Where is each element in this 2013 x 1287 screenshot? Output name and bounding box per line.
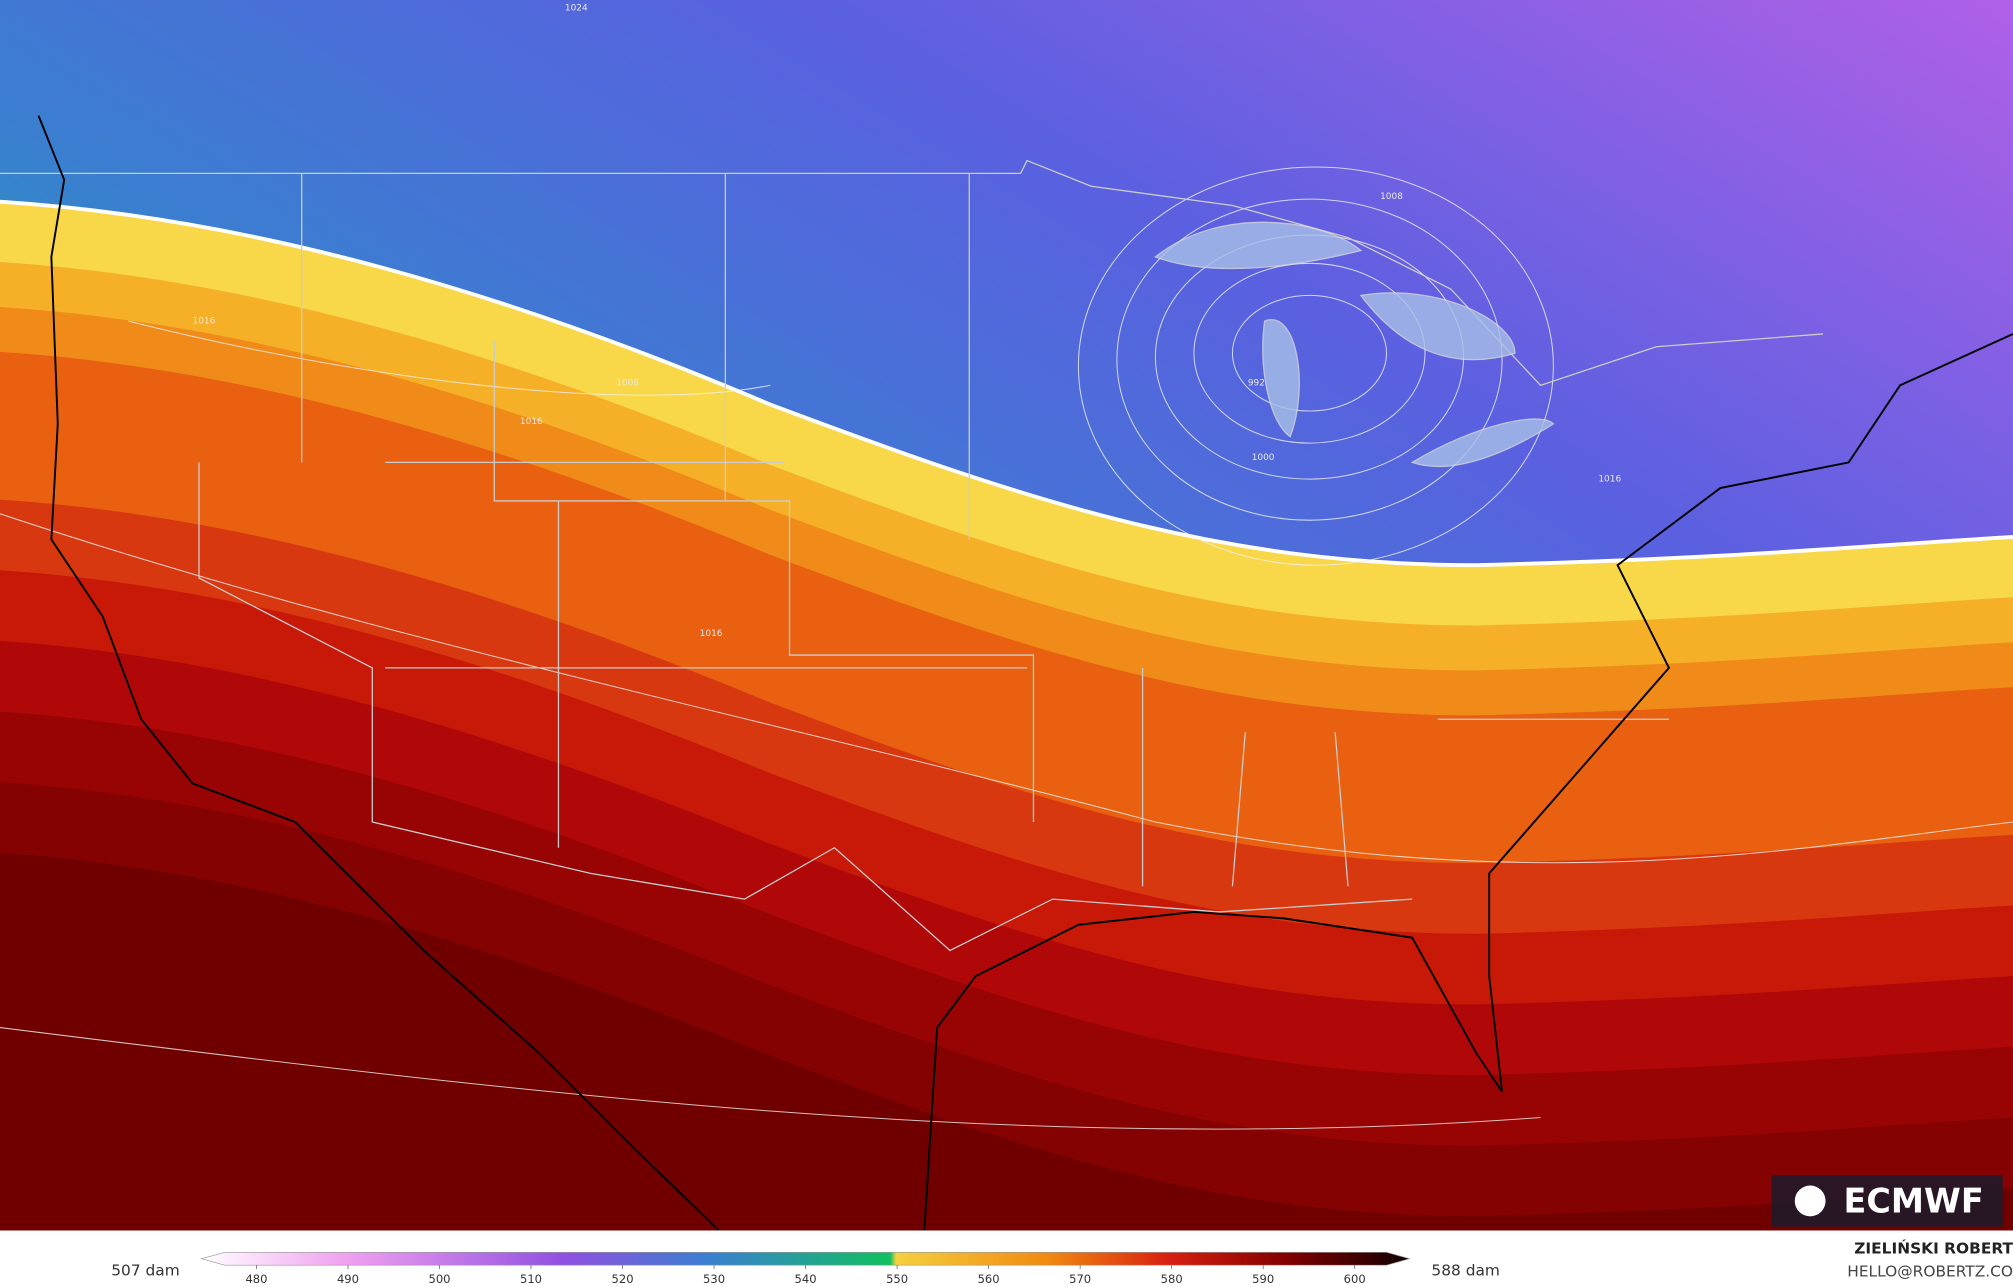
front-line xyxy=(0,199,2013,568)
great-lakes xyxy=(1154,221,1555,468)
colorbar-tick-label: 500 xyxy=(428,1272,450,1286)
contour-label: 1000 xyxy=(1252,453,1275,463)
warm-field xyxy=(0,201,2013,1231)
coastline xyxy=(37,115,2013,1232)
contour-label: 1016 xyxy=(1598,475,1621,485)
colorbar-tick-label: 540 xyxy=(795,1272,817,1286)
isobars xyxy=(0,166,2013,1130)
colorbar-tick-label: 590 xyxy=(1252,1272,1274,1286)
colorbar-tick-label: 480 xyxy=(245,1272,267,1286)
colorbar-tick-label: 510 xyxy=(520,1272,542,1286)
credit-contact: HELLO@ROBERTZ.CO xyxy=(1847,1263,2013,1281)
colorbar-tick-label: 600 xyxy=(1344,1272,1366,1286)
contour-label: 1016 xyxy=(520,417,543,427)
contour-label: 992 xyxy=(1248,378,1265,388)
colorbar xyxy=(200,1251,1411,1266)
colorbar-tick-label: 550 xyxy=(886,1272,908,1286)
contour-labels: 1024 1016 1008 1000 992 1016 1016 1016 1008 xyxy=(193,3,1622,639)
contour-label: 1016 xyxy=(193,317,216,327)
colorbar-tick-label: 530 xyxy=(703,1272,725,1286)
colorbar-tick-label: 580 xyxy=(1161,1272,1183,1286)
credit-name: ZIELIŃSKI ROBERT xyxy=(1854,1239,2013,1258)
logo: ECMWF xyxy=(1844,1181,1984,1220)
contour-label: 1008 xyxy=(1380,192,1403,202)
contour-label: 1024 xyxy=(565,3,588,13)
borders xyxy=(0,159,1824,952)
colorbar-tick-label: 570 xyxy=(1069,1272,1091,1286)
colorbar-tick-label: 520 xyxy=(612,1272,634,1286)
contour-label: 1016 xyxy=(700,629,723,639)
colorbar-ticks: 480 490 500 510 520 530 540 550 560 570 580 590 600 xyxy=(245,1265,1366,1286)
colorbar-tick-label: 560 xyxy=(978,1272,1000,1286)
legend-min-label: 507 dam xyxy=(111,1261,179,1279)
contour-label: 1008 xyxy=(616,378,639,388)
legend-max-label: 588 dam xyxy=(1431,1261,1499,1279)
logo-box: ECMWF xyxy=(1771,1175,2003,1227)
warm-band xyxy=(0,852,2013,1231)
colorbar-tick-label: 490 xyxy=(337,1272,359,1286)
